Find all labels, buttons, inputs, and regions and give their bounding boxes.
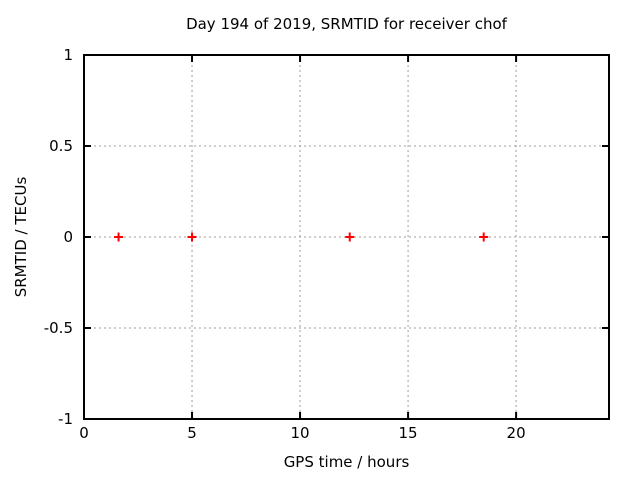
chart-title: Day 194 of 2019, SRMTID for receiver cho… [186, 15, 507, 33]
y-tick-label: -0.5 [44, 319, 73, 337]
y-tick-label: -1 [58, 410, 73, 428]
data-point-marker [114, 232, 124, 242]
data-point-marker [187, 232, 197, 242]
x-tick-label: 15 [399, 424, 418, 442]
x-tick-label: 5 [187, 424, 197, 442]
y-tick-label: 0 [63, 228, 73, 246]
x-tick-label: 20 [507, 424, 526, 442]
x-tick-label: 10 [291, 424, 310, 442]
x-axis-label: GPS time / hours [283, 453, 410, 471]
data-point-marker [345, 232, 355, 242]
y-tick-label: 0.5 [49, 137, 73, 155]
data-point-marker [479, 232, 489, 242]
x-tick-label: 0 [79, 424, 89, 442]
y-tick-label: 1 [63, 46, 73, 64]
